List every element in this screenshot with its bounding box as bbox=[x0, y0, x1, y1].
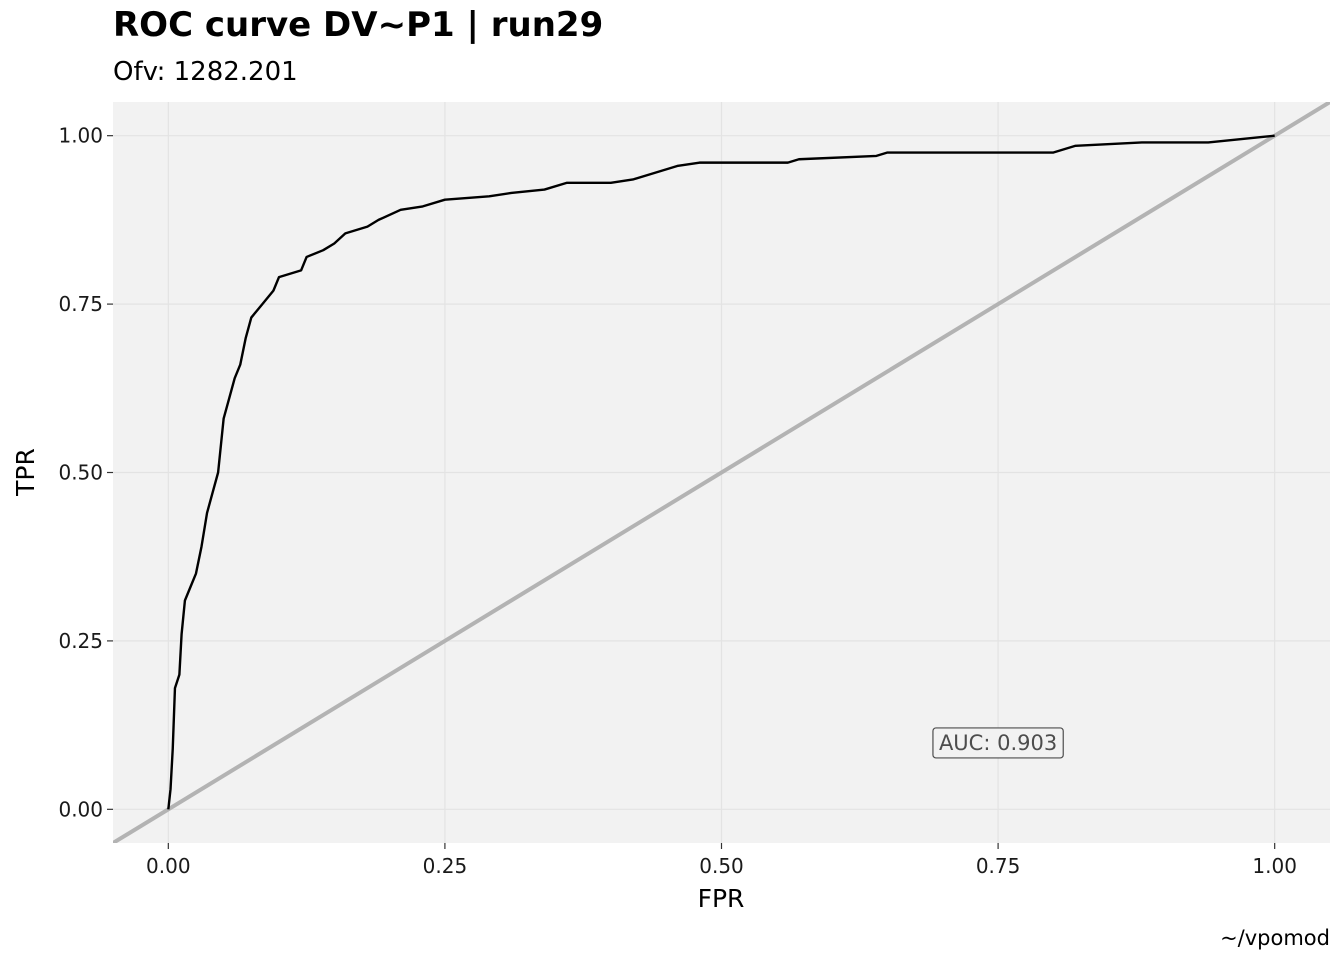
x-tick-label: 0.75 bbox=[976, 854, 1021, 878]
caption: ~/vpomod bbox=[1220, 926, 1330, 950]
x-tick-label: 0.00 bbox=[146, 854, 191, 878]
roc-curve bbox=[167, 134, 1275, 810]
y-tick-label: 1.00 bbox=[58, 124, 103, 148]
plot-area bbox=[113, 102, 1330, 843]
chart-subtitle: Ofv: 1282.201 bbox=[113, 57, 298, 87]
y-tick-label: 0.50 bbox=[58, 461, 103, 485]
chart-title: ROC curve DV~P1 | run29 bbox=[113, 5, 603, 45]
y-tick-label: 0.25 bbox=[58, 629, 103, 653]
y-tick-label: 0.75 bbox=[58, 292, 103, 316]
x-tick-label: 0.25 bbox=[423, 854, 468, 878]
y-axis-title: TPR bbox=[11, 448, 40, 497]
annotation: AUC: 0.903 bbox=[939, 731, 1057, 755]
x-tick-label: 0.50 bbox=[699, 854, 744, 878]
annotation-box bbox=[932, 727, 1064, 759]
y-tick-label: 0.00 bbox=[58, 797, 103, 821]
x-tick-label: 1.00 bbox=[1252, 854, 1297, 878]
x-axis-title: FPR bbox=[698, 884, 745, 913]
reference-line bbox=[113, 102, 1330, 843]
